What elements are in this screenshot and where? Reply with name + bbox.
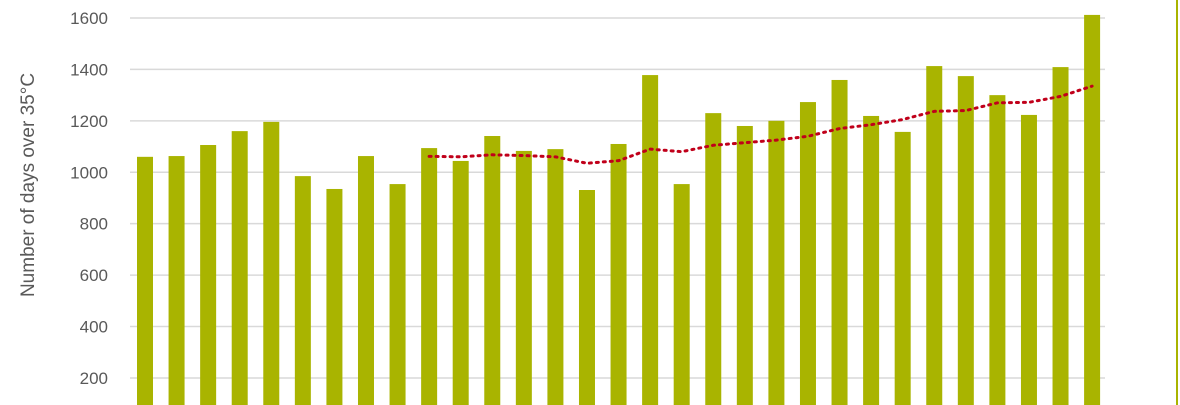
bar [421,148,438,405]
moving-average-line [427,84,1094,165]
bar [894,131,911,405]
bar [200,145,217,405]
y-tick-label: 400 [80,318,108,337]
bar [263,121,280,405]
bar [989,95,1006,405]
bar [137,156,153,405]
bar [1084,14,1101,405]
bar [294,176,311,405]
bar [863,115,880,405]
bar [547,149,564,405]
y-axis-label: Number of days over 35°C [18,73,39,297]
bar [452,160,469,405]
bar [736,125,753,405]
bars [137,14,1101,405]
bar [957,76,974,405]
bar [1052,67,1069,405]
bar [389,184,406,405]
bar [484,136,501,405]
y-tick-label: 1200 [70,112,108,131]
bar [168,156,185,405]
y-tick-label: 200 [80,369,108,388]
bar [831,79,848,405]
bar [673,184,690,405]
bar [326,188,343,405]
bar [642,75,659,405]
y-tick-label: 1400 [70,60,108,79]
bar [357,156,374,405]
bar [705,113,722,405]
bar [799,102,816,405]
bar [231,131,248,405]
bar [1020,114,1037,405]
bar [768,120,785,405]
bar [926,66,943,405]
y-axis-ticks: 200 400 600 800 1000 1200 1400 1600 [70,9,108,388]
bar [578,189,595,405]
y-tick-label: 1000 [70,163,108,182]
bar [610,143,627,405]
y-tick-label: 600 [80,266,108,285]
y-tick-label: 1600 [70,9,108,28]
bar [515,150,532,405]
trend-line [427,84,1094,165]
y-tick-label: 800 [80,215,108,234]
